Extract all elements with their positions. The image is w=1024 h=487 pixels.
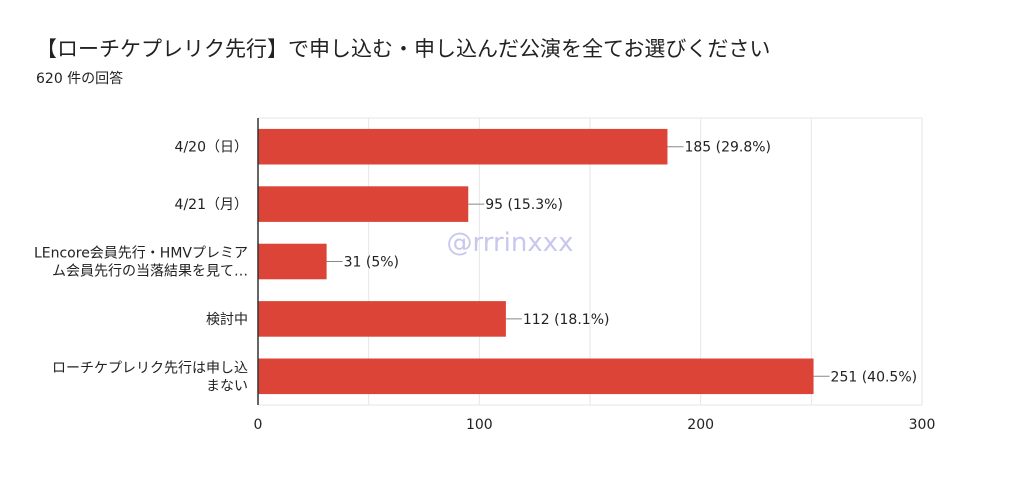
data-label: 95 (15.3%) bbox=[485, 197, 563, 213]
x-tick-label: 100 bbox=[466, 417, 493, 433]
x-tick-label: 200 bbox=[687, 417, 714, 433]
category-label: 検討中 bbox=[206, 312, 248, 328]
bar bbox=[258, 301, 506, 337]
bars bbox=[258, 128, 814, 395]
category-label: 4/21（月） bbox=[175, 197, 248, 213]
chart-title: 【ローチケプレリク先行】で申し込む・申し込んだ公演を全てお選びください bbox=[36, 37, 771, 61]
x-tick-label: 0 bbox=[254, 417, 263, 433]
category-label: 4/20（日） bbox=[175, 140, 248, 156]
data-label: 112 (18.1%) bbox=[523, 312, 610, 328]
bar bbox=[258, 128, 668, 165]
category-label: ム会員先行の当落結果を見て… bbox=[52, 264, 248, 280]
data-labels: 185 (29.8%) 95 (15.3%) 31 (5%) 112 (18.1%) 2… bbox=[326, 140, 918, 385]
bar bbox=[258, 358, 814, 395]
category-label: LEncore会員先行・HMVプレミア bbox=[34, 246, 248, 262]
bar bbox=[258, 186, 469, 222]
category-labels: 4/20（日） 4/21（月） LEncore会員先行・HMVプレミアム会員先行の当… bbox=[34, 140, 248, 395]
response-count: 620 件の回答 bbox=[36, 71, 124, 87]
data-label: 251 (40.5%) bbox=[831, 369, 918, 385]
data-label: 185 (29.8%) bbox=[684, 140, 771, 156]
watermark: @rrrinxxx bbox=[446, 228, 573, 258]
x-axis-ticks: 0 100 200 300 bbox=[254, 118, 936, 433]
bar bbox=[258, 243, 327, 280]
category-label: まない bbox=[206, 378, 248, 394]
category-label: ローチケプレリク先行は申し込 bbox=[52, 360, 248, 376]
x-tick-label: 300 bbox=[909, 417, 936, 433]
data-label: 31 (5%) bbox=[344, 255, 399, 271]
